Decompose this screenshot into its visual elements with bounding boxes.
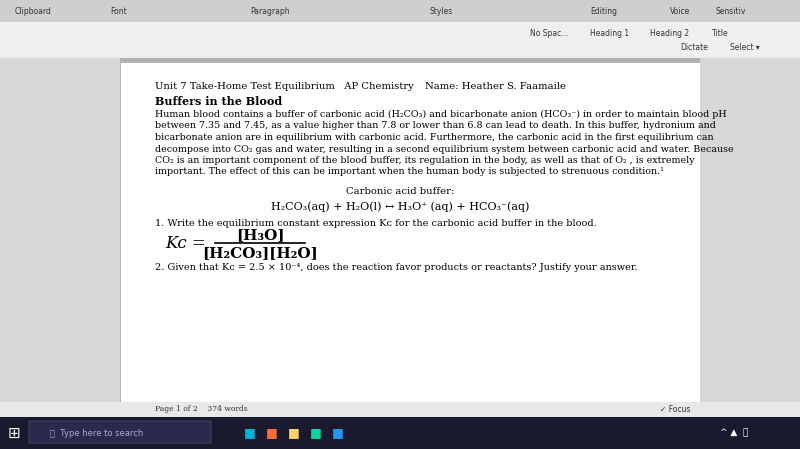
- Text: 1. Write the equilibrium constant expression Kᴄ for the carbonic acid buffer in : 1. Write the equilibrium constant expres…: [155, 219, 597, 228]
- Text: 🔍  Type here to search: 🔍 Type here to search: [50, 428, 143, 437]
- Text: ■: ■: [332, 427, 344, 440]
- Text: important. The effect of this can be important when the human body is subjected : important. The effect of this can be imp…: [155, 167, 664, 176]
- Text: decompose into CO₂ gas and water, resulting in a second equilibrium system betwe: decompose into CO₂ gas and water, result…: [155, 145, 734, 154]
- FancyBboxPatch shape: [700, 58, 800, 402]
- Text: Styles: Styles: [430, 8, 454, 17]
- Text: Dictate: Dictate: [680, 44, 708, 53]
- Text: ■: ■: [266, 427, 278, 440]
- Text: [H₂CO₃][H₂O]: [H₂CO₃][H₂O]: [202, 246, 318, 260]
- Text: [H₃O]: [H₃O]: [236, 228, 284, 242]
- Text: ⊞: ⊞: [8, 426, 21, 440]
- Text: H₂CO₃(aq) + H₂O(l) ↔ H₃O⁺ (aq) + HCO₃⁻(aq): H₂CO₃(aq) + H₂O(l) ↔ H₃O⁺ (aq) + HCO₃⁻(a…: [271, 201, 529, 211]
- Text: 2. Given that Kᴄ = 2.5 × 10⁻⁴, does the reaction favor products or reactants? Ju: 2. Given that Kᴄ = 2.5 × 10⁻⁴, does the …: [155, 263, 638, 272]
- Text: Page 1 of 2    374 words: Page 1 of 2 374 words: [155, 405, 248, 413]
- FancyBboxPatch shape: [0, 402, 800, 417]
- Text: Title: Title: [712, 30, 729, 39]
- Text: bicarbonate anion are in equilibrium with carbonic acid. Furthermore, the carbon: bicarbonate anion are in equilibrium wit…: [155, 133, 714, 142]
- Text: No Spac...: No Spac...: [530, 30, 568, 39]
- FancyBboxPatch shape: [0, 417, 800, 449]
- Text: Font: Font: [110, 8, 126, 17]
- Text: Name: Heather S. Faamaile: Name: Heather S. Faamaile: [425, 82, 566, 91]
- FancyBboxPatch shape: [0, 0, 800, 58]
- Text: ✓ Focus: ✓ Focus: [660, 405, 690, 414]
- FancyBboxPatch shape: [0, 58, 120, 402]
- FancyBboxPatch shape: [120, 62, 700, 402]
- FancyBboxPatch shape: [0, 0, 800, 22]
- Text: Heading 2: Heading 2: [650, 30, 689, 39]
- Text: between 7.35 and 7.45, as a value higher than 7.8 or lower than 6.8 can lead to : between 7.35 and 7.45, as a value higher…: [155, 122, 716, 131]
- Text: ^ ▲  🔊: ^ ▲ 🔊: [720, 428, 748, 437]
- Text: Kᴄ =: Kᴄ =: [165, 234, 206, 251]
- Text: Editing: Editing: [590, 8, 617, 17]
- Text: ■: ■: [288, 427, 300, 440]
- Text: Voice: Voice: [670, 8, 690, 17]
- FancyBboxPatch shape: [29, 421, 211, 443]
- Text: Heading 1: Heading 1: [590, 30, 629, 39]
- Text: Paragraph: Paragraph: [250, 8, 290, 17]
- Text: Human blood contains a buffer of carbonic acid (H₂CO₃) and bicarbonate anion (HC: Human blood contains a buffer of carboni…: [155, 110, 726, 119]
- Text: Sensitiv: Sensitiv: [715, 8, 746, 17]
- Text: Buffers in the Blood: Buffers in the Blood: [155, 96, 282, 107]
- Text: Select ▾: Select ▾: [730, 44, 760, 53]
- Text: Clipboard: Clipboard: [15, 8, 52, 17]
- Text: CO₂ is an important component of the blood buffer, its regulation in the body, a: CO₂ is an important component of the blo…: [155, 156, 694, 165]
- Text: ■: ■: [244, 427, 256, 440]
- Text: Unit 7 Take-Home Test Equilibrium   AP Chemistry: Unit 7 Take-Home Test Equilibrium AP Che…: [155, 82, 414, 91]
- Text: Carbonic acid buffer:: Carbonic acid buffer:: [346, 187, 454, 196]
- Text: ■: ■: [310, 427, 322, 440]
